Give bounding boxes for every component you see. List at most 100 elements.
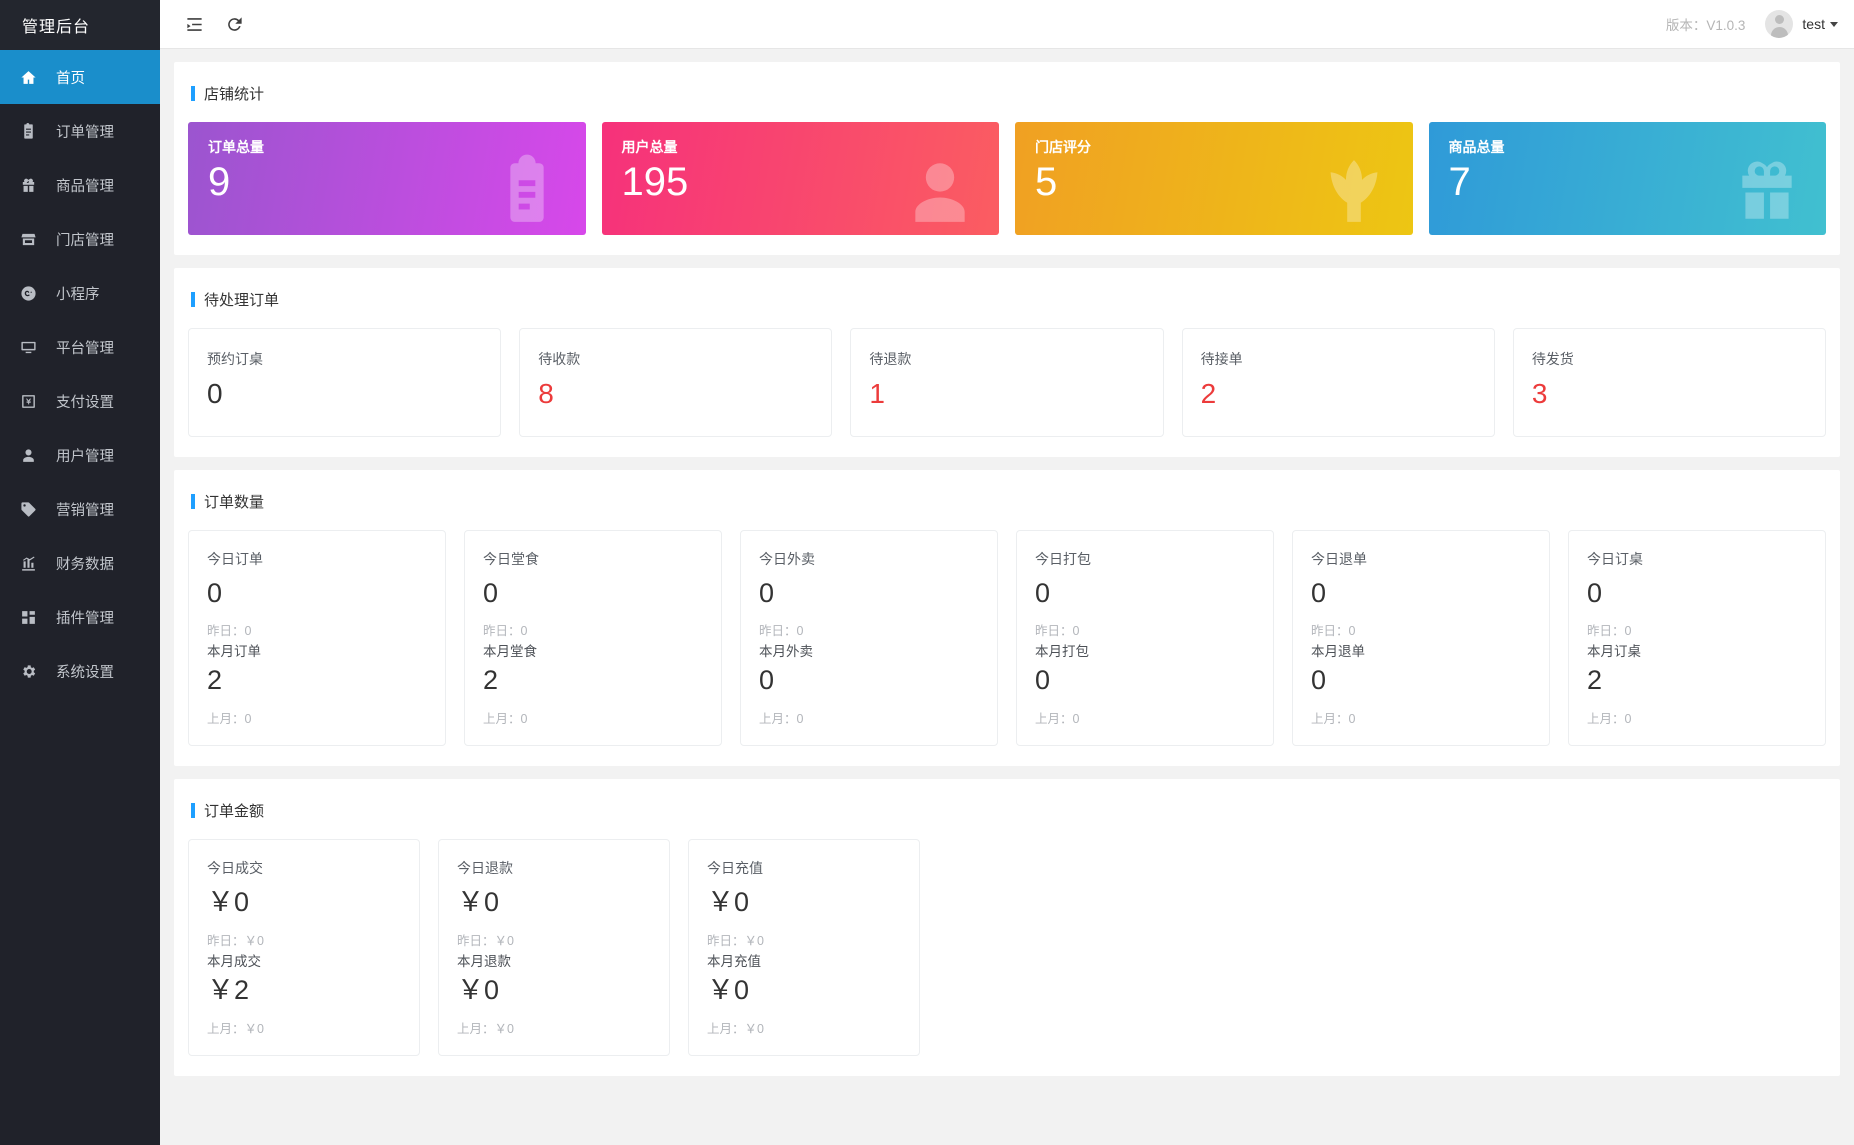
order-counts-card-2[interactable]: 今日堂食 0 昨日：0 本月堂食 2 上月：0: [464, 529, 722, 747]
topbar: 版本：V1.0.3 test: [160, 0, 1854, 49]
stat-card-label: 订单总量: [208, 139, 264, 155]
card-sub-lastmonth: 上月：0: [207, 712, 252, 727]
brand-title: 管理后台: [0, 0, 160, 50]
sidebar-nav: 首页 订单管理商品管理门店管理 小程序平台管理支付设置用户管理营销管理财务数据 插件管…: [0, 50, 160, 698]
stat-card-label: 门店评分: [1035, 139, 1091, 155]
sidebar-item-label: 营销管理: [56, 502, 114, 519]
refresh-icon[interactable]: [214, 4, 254, 44]
sidebar-item-label: 商品管理: [56, 178, 114, 195]
sidebar-item-5[interactable]: 小程序: [0, 266, 160, 320]
card-label-today: 今日订桌: [1587, 550, 1643, 567]
card-label-month: 本月充值: [707, 953, 761, 969]
user-icon: [18, 445, 38, 465]
card-value-today: ￥0: [207, 887, 250, 918]
card-sub-yesterday: 昨日：0: [1035, 624, 1080, 639]
pending-card-value: 1: [869, 378, 885, 409]
sidebar-item-11[interactable]: 插件管理: [0, 590, 160, 644]
sidebar-item-8[interactable]: 用户管理: [0, 428, 160, 482]
pending-card-label: 待发货: [1531, 351, 1574, 367]
section-header-pending-orders: 待处理订单: [191, 289, 1826, 310]
stat-card-value: 5: [1035, 160, 1058, 204]
card-sub-lastmonth: 上月：￥0: [457, 1021, 514, 1036]
card-sub-lastmonth: 上月：0: [483, 712, 528, 727]
flower-icon: [1317, 154, 1391, 233]
stat-card-2[interactable]: 用户总量 195: [601, 122, 999, 235]
user-menu[interactable]: test: [1765, 10, 1838, 38]
card-value-today: ￥0: [457, 887, 500, 918]
sidebar-item-3[interactable]: 商品管理: [0, 158, 160, 212]
section-title: 待处理订单: [204, 292, 280, 309]
panel-order-counts: 订单数量 今日订单 0 昨日：0 本月订单 2 上月：0 今日堂食 0 昨日：0 本月堂食 2 上月：…: [174, 469, 1840, 767]
card-value-month: 2: [1587, 665, 1603, 696]
order-counts-card-4[interactable]: 今日打包 0 昨日：0 本月打包 0 上月：0: [1016, 529, 1274, 747]
gift-icon: [18, 175, 38, 195]
sidebar-item-7[interactable]: 支付设置: [0, 374, 160, 428]
card-sub-yesterday: 昨日：0: [483, 624, 528, 639]
sidebar-item-label: 支付设置: [56, 394, 114, 411]
stat-card-label: 商品总量: [1448, 139, 1505, 155]
card-label-today: 今日退款: [457, 860, 513, 877]
sidebar: 管理后台 首页 订单管理商品管理门店管理 小程序平台管理支付设置用户管理营销管理财务…: [0, 0, 160, 1145]
section-title: 店铺统计: [204, 86, 265, 103]
card-value-today: 0: [1311, 577, 1327, 608]
sidebar-item-2[interactable]: 订单管理: [0, 104, 160, 158]
card-label-month: 本月外卖: [759, 644, 813, 660]
sidebar-item-1[interactable]: 首页: [0, 50, 160, 104]
order-amounts-card-2[interactable]: 今日退款 ￥0 昨日：￥0 本月退款 ￥0 上月：￥0: [438, 839, 670, 1056]
card-label-today: 今日堂食: [483, 550, 539, 567]
card-value-month: 2: [483, 665, 499, 696]
card-label-month: 本月退款: [457, 953, 511, 969]
card-label-today: 今日打包: [1035, 550, 1091, 567]
pending-card-5[interactable]: 待发货 3: [1512, 328, 1827, 437]
sidebar-item-4[interactable]: 门店管理: [0, 212, 160, 266]
section-title: 订单数量: [204, 493, 265, 511]
sidebar-item-label: 平台管理: [56, 340, 114, 357]
order-counts-card-5[interactable]: 今日退单 0 昨日：0 本月退单 0 上月：0: [1292, 529, 1550, 747]
card-label-month: 本月订单: [207, 644, 261, 660]
pending-card-1[interactable]: 预约订桌 0: [188, 328, 502, 437]
order-counts-card-6[interactable]: 今日订桌 0 昨日：0 本月订桌 2 上月：0: [1568, 529, 1826, 747]
order-amounts-card-1[interactable]: 今日成交 ￥0 昨日：￥0 本月成交 ￥2 上月：￥0: [188, 839, 420, 1056]
pending-card-3[interactable]: 待退款 1: [850, 328, 1164, 437]
pending-card-4[interactable]: 待接单 2: [1181, 328, 1495, 437]
card-value-today: 0: [759, 577, 775, 608]
card-value-today: 0: [1035, 577, 1051, 608]
card-label-today: 今日充值: [707, 860, 763, 877]
card-label-today: 今日外卖: [759, 550, 815, 567]
panel-pending-orders: 待处理订单 预约订桌 0 待收款 8 待退款 1 待接单 2 待发货 3: [174, 268, 1840, 457]
section-title: 订单金额: [204, 803, 265, 821]
card-sub-lastmonth: 上月：￥0: [707, 1021, 764, 1036]
sidebar-item-6[interactable]: 平台管理: [0, 320, 160, 374]
accent-bar: [191, 292, 195, 307]
card-sub-yesterday: 昨日：0: [207, 624, 252, 639]
stat-card-4[interactable]: 商品总量 7: [1428, 122, 1826, 235]
sidebar-item-12[interactable]: 系统设置: [0, 644, 160, 698]
card-value-month: 2: [207, 665, 223, 696]
card-value-month: 0: [1035, 665, 1051, 696]
sidebar-item-label: 系统设置: [56, 664, 114, 681]
content-scroll: 店铺统计 订单总量 9 用户总量 195 门店评分 5 商品总量 7 待处理订单 预约订桌 0 待…: [160, 49, 1854, 1145]
card-sub-lastmonth: 上月：￥0: [207, 1021, 264, 1036]
card-value-month: ￥0: [707, 974, 750, 1005]
pending-card-label: 待收款: [538, 351, 581, 367]
order-icon: [18, 121, 38, 141]
stat-card-1[interactable]: 订单总量 9: [188, 122, 586, 235]
pending-card-2[interactable]: 待收款 8: [519, 328, 833, 437]
order-counts-card-3[interactable]: 今日外卖 0 昨日：0 本月外卖 0 上月：0: [740, 529, 998, 747]
sidebar-item-10[interactable]: 财务数据: [0, 536, 160, 590]
plugin-icon: [18, 607, 38, 627]
order-counts-card-1[interactable]: 今日订单 0 昨日：0 本月订单 2 上月：0: [188, 529, 446, 747]
card-value-today: 0: [207, 577, 223, 608]
stat-card-value: 7: [1448, 160, 1471, 204]
order-amounts-card-3[interactable]: 今日充值 ￥0 昨日：￥0 本月充值 ￥0 上月：￥0: [688, 839, 920, 1056]
collapse-menu-icon[interactable]: [174, 4, 214, 44]
section-header-order-amounts: 订单金额: [191, 800, 1826, 821]
sidebar-item-9[interactable]: 营销管理: [0, 482, 160, 536]
accent-bar: [191, 803, 195, 819]
stat-card-3[interactable]: 门店评分 5: [1015, 122, 1413, 235]
shop-icon: [18, 229, 38, 249]
card-label-month: 本月成交: [207, 953, 261, 969]
card-label-month: 本月打包: [1035, 644, 1089, 660]
clipboard-icon: [490, 154, 564, 233]
